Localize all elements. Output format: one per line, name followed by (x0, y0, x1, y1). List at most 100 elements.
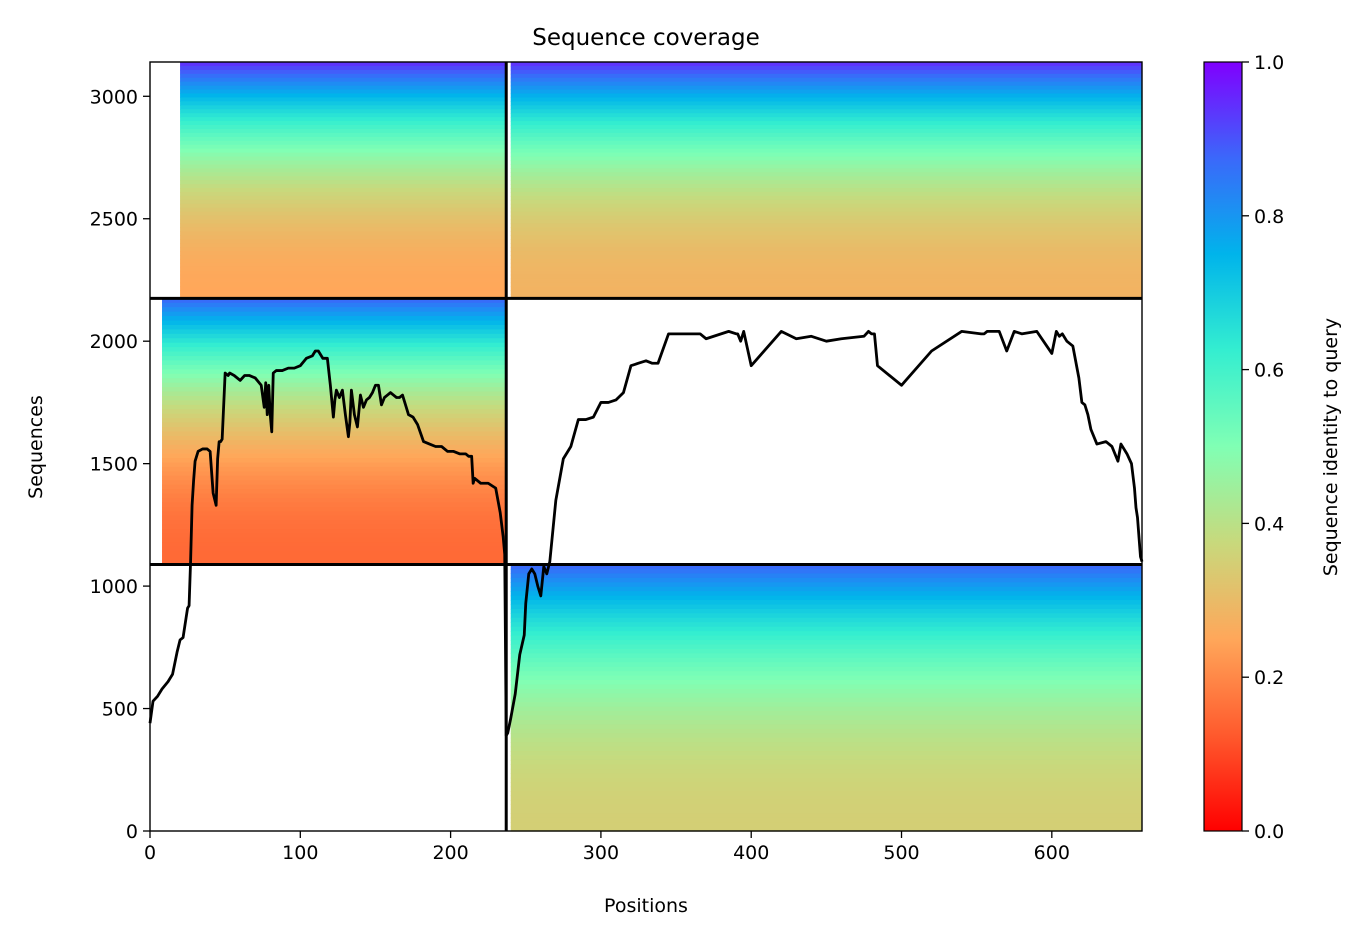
heatmap-strip (510, 635, 1142, 641)
heatmap-strip (180, 207, 507, 213)
heatmap-strip (180, 215, 507, 221)
heatmap-strip (510, 89, 1142, 95)
heatmap-strip (510, 97, 1142, 102)
x-tick-label: 600 (1034, 842, 1070, 864)
heatmap-strip (510, 215, 1142, 221)
colorbar-label: Sequence identity to query (1320, 318, 1342, 576)
heatmap-strip (510, 77, 1142, 83)
heatmap-strip (510, 813, 1142, 819)
heatmap-strip (510, 608, 1142, 614)
heatmap-strip (510, 128, 1142, 134)
heatmap-strip (510, 773, 1142, 779)
heatmap-strip (162, 506, 507, 512)
heatmap-strip (510, 85, 1142, 91)
heatmap-strip (510, 73, 1142, 79)
heatmap-strip (180, 266, 507, 272)
colorbar-tick-label: 0.6 (1254, 360, 1284, 382)
x-axis-label: Positions (604, 895, 688, 917)
heatmap-strip (180, 121, 507, 126)
y-tick-label: 3000 (90, 86, 138, 108)
heatmap-strip (180, 199, 507, 205)
heatmap-strip (510, 604, 1142, 610)
heatmap-strip (162, 466, 507, 472)
heatmap-strip (510, 711, 1142, 717)
heatmap-strip (162, 422, 507, 428)
heatmap-strip (162, 316, 507, 322)
heatmap-strip (162, 471, 507, 477)
y-tick-label: 0 (126, 821, 138, 843)
heatmap-strip (162, 369, 507, 375)
heatmap-strip (510, 751, 1142, 757)
colorbar-ticks: 0.0 0.2 0.4 0.6 0.8 1.0 (1242, 52, 1284, 843)
heatmap-strip (510, 105, 1142, 110)
heatmap-strip (162, 338, 507, 344)
heatmap-strip (180, 125, 507, 130)
heatmap-strip (180, 219, 507, 225)
y-axis-ticks: 0 500 1000 1500 2000 2500 3000 (90, 86, 150, 843)
heatmap-strip (510, 719, 1142, 726)
heatmap-strip (180, 235, 507, 240)
heatmap-strip (510, 156, 1142, 162)
heatmap-strip (510, 622, 1142, 628)
heatmap-strip (510, 724, 1142, 730)
heatmap-strip (162, 480, 507, 486)
heatmap-strip (510, 764, 1142, 770)
heatmap-strip (510, 270, 1142, 276)
heatmap-strip (162, 475, 507, 481)
heatmap-strip (162, 418, 507, 424)
heatmap-strip (162, 502, 507, 508)
heatmap-strip (162, 347, 507, 353)
heatmap-strip (162, 497, 507, 504)
heatmap-strip (180, 136, 507, 142)
heatmap-strip (180, 191, 507, 197)
heatmap-strip (510, 728, 1142, 734)
heatmap-strip (162, 320, 507, 326)
heatmap-strip (162, 427, 507, 433)
heatmap-strip (510, 223, 1142, 229)
colorbar (1203, 61, 1243, 832)
heatmap-strip (510, 759, 1142, 765)
heatmap-strip (180, 144, 507, 150)
heatmap-strip (510, 582, 1142, 588)
heatmap-strip (510, 211, 1142, 217)
heatmap-strip (162, 378, 507, 384)
heatmap-strip (510, 817, 1142, 823)
heatmap-strip (510, 282, 1142, 288)
x-tick-label: 500 (883, 842, 919, 864)
heatmap-strip (180, 69, 507, 75)
heatmap-strip (180, 73, 507, 79)
heatmap-strip (510, 666, 1142, 672)
heatmap-strip (510, 733, 1142, 739)
heatmap-strip (162, 329, 507, 335)
heatmap-strip (180, 132, 507, 138)
heatmap-strip (162, 431, 507, 437)
heatmap-strip (162, 546, 507, 552)
heatmap-strip (180, 262, 507, 268)
heatmap-strip (180, 270, 507, 276)
heatmap-strip (510, 586, 1142, 592)
heatmap-strip (510, 657, 1142, 663)
heatmap-strip (162, 511, 507, 517)
heatmap-strip (510, 795, 1142, 801)
heatmap-strip (180, 227, 507, 232)
heatmap-strip (510, 184, 1142, 189)
heatmap-strip (162, 364, 507, 370)
heatmap-strip (162, 351, 507, 357)
heatmap-strip (510, 101, 1142, 106)
heatmap-strip (510, 148, 1142, 154)
heatmap-strip (510, 227, 1142, 232)
heatmap-strip (510, 113, 1142, 118)
heatmap-strip (180, 176, 507, 181)
y-tick-label: 1500 (90, 454, 138, 476)
heatmap-strip (180, 164, 507, 169)
heatmap-strip (162, 489, 507, 495)
heatmap-strip (510, 235, 1142, 240)
heatmap-strip (510, 164, 1142, 169)
heatmap-strip (162, 537, 507, 543)
heatmap-strip (510, 737, 1142, 743)
heatmap-strip (162, 520, 507, 526)
heatmap-strip (510, 251, 1142, 256)
heatmap-strip (162, 555, 507, 561)
heatmap-strip (180, 274, 507, 280)
